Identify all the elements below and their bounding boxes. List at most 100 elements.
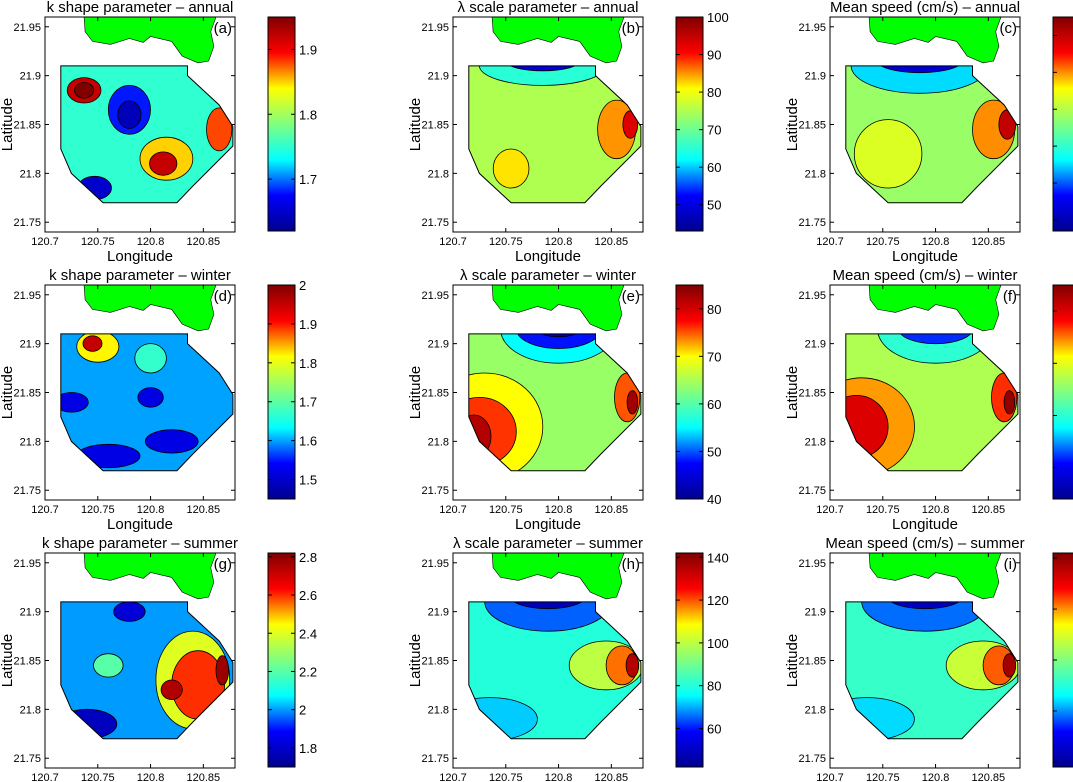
y-tick-label: 21.9 xyxy=(805,71,826,83)
panel-title: k shape parameter – annual xyxy=(47,0,234,16)
y-tick-label: 21.8 xyxy=(20,704,41,716)
x-tick-label: 120.8 xyxy=(545,236,573,248)
panel-5: Mean speed (cm/s) – winter (f) 120.7 120.75… xyxy=(784,267,1073,533)
colorbar-tick-label: 1.8 xyxy=(299,107,317,122)
colorbar-tick-label: 140 xyxy=(707,550,729,565)
contour-region xyxy=(1003,390,1016,415)
colorbar-tick-label: 70 xyxy=(707,349,721,364)
y-tick-label: 21.95 xyxy=(13,22,41,34)
x-tick-label: 120.7 xyxy=(31,504,59,516)
contour-region xyxy=(113,601,146,622)
colorbar-tick-label: 1.9 xyxy=(299,317,317,332)
y-tick-label: 21.85 xyxy=(798,388,826,400)
x-tick-label: 120.75 xyxy=(81,504,115,516)
contour-region xyxy=(1002,653,1017,678)
colorbar-tick-label: 1.6 xyxy=(299,434,317,449)
x-axis-label: Longitude xyxy=(515,516,581,533)
y-tick-label: 21.85 xyxy=(13,388,41,400)
contour-region xyxy=(622,110,639,139)
panel-label: (h) xyxy=(622,556,640,573)
contour-region xyxy=(206,107,233,152)
x-tick-label: 120.7 xyxy=(31,772,59,782)
y-tick-label: 21.95 xyxy=(421,558,449,570)
colorbar-tick-label: 1.7 xyxy=(299,172,317,187)
colorbar-tick-label: 90 xyxy=(707,48,721,63)
contour-region xyxy=(60,392,89,413)
y-tick-label: 21.95 xyxy=(421,290,449,302)
colorbar-tick-label: 100 xyxy=(707,636,729,651)
domain-outline xyxy=(60,65,234,204)
y-tick-label: 21.8 xyxy=(428,168,449,180)
domain-outline xyxy=(60,333,234,472)
x-tick-label: 120.85 xyxy=(972,236,1006,248)
y-axis-label: Latitude xyxy=(407,366,424,419)
x-tick-label: 120.85 xyxy=(595,236,629,248)
contour-region xyxy=(537,333,581,338)
colorbar-tick-label: 60 xyxy=(707,721,721,736)
x-tick-label: 120.8 xyxy=(545,772,573,782)
contour-region xyxy=(877,333,995,364)
colorbar-tick-label: 80 xyxy=(707,302,721,317)
x-tick-label: 120.75 xyxy=(81,772,115,782)
y-tick-label: 21.8 xyxy=(805,168,826,180)
domain-outline xyxy=(845,333,1019,472)
colorbar xyxy=(267,284,296,500)
y-tick-label: 21.75 xyxy=(421,217,449,229)
colorbar-tick-label: 2 xyxy=(299,703,306,718)
contour-region xyxy=(492,148,530,189)
y-tick-label: 21.85 xyxy=(798,656,826,668)
x-tick-label: 120.75 xyxy=(489,504,523,516)
y-axis-label: Latitude xyxy=(784,634,801,687)
panel-label: (d) xyxy=(214,288,232,305)
colorbar-tick-label: 80 xyxy=(707,679,721,694)
y-tick-label: 21.8 xyxy=(20,168,41,180)
y-tick-label: 21.9 xyxy=(805,607,826,619)
y-tick-label: 21.85 xyxy=(421,388,449,400)
y-tick-label: 21.9 xyxy=(805,339,826,351)
panel-7: λ scale parameter – summer (h) 120.7 120.75… xyxy=(407,535,729,782)
y-axis-label: Latitude xyxy=(0,366,16,419)
x-tick-label: 120.85 xyxy=(187,504,221,516)
y-tick-label: 21.85 xyxy=(421,656,449,668)
y-axis-label: Latitude xyxy=(784,366,801,419)
contour-region xyxy=(510,601,586,610)
y-tick-label: 21.75 xyxy=(798,753,826,765)
x-tick-label: 120.7 xyxy=(31,236,59,248)
colorbar-tick-label: 1.7 xyxy=(299,395,317,410)
x-tick-label: 120.75 xyxy=(489,236,523,248)
contour-field xyxy=(845,65,1018,203)
colorbar xyxy=(267,16,296,232)
x-tick-label: 120.7 xyxy=(439,504,467,516)
land-mass xyxy=(491,284,643,332)
domain-outline xyxy=(845,601,1019,740)
contour-region xyxy=(117,100,142,129)
y-tick-label: 21.8 xyxy=(20,436,41,448)
land-mass xyxy=(868,284,1020,332)
panel-label: (f) xyxy=(1003,288,1017,305)
x-tick-label: 120.85 xyxy=(972,772,1006,782)
colorbar-tick-label: 1.5 xyxy=(299,473,317,488)
colorbar xyxy=(1052,16,1073,232)
colorbar-tick-label: 2.8 xyxy=(299,550,317,565)
contour-region xyxy=(93,653,124,678)
x-tick-label: 120.75 xyxy=(866,504,900,516)
y-tick-label: 21.85 xyxy=(13,656,41,668)
x-tick-label: 120.7 xyxy=(816,772,844,782)
y-tick-label: 21.95 xyxy=(13,290,41,302)
contour-region xyxy=(898,333,973,345)
y-tick-label: 21.95 xyxy=(13,558,41,570)
x-tick-label: 120.8 xyxy=(137,504,165,516)
y-tick-label: 21.9 xyxy=(20,71,41,83)
y-tick-label: 21.9 xyxy=(20,339,41,351)
contour-region xyxy=(505,65,581,72)
contour-region xyxy=(160,679,183,701)
domain-outline xyxy=(60,601,234,740)
x-tick-label: 120.85 xyxy=(595,504,629,516)
y-tick-label: 21.85 xyxy=(798,120,826,132)
y-axis-label: Latitude xyxy=(407,98,424,151)
x-tick-label: 120.7 xyxy=(439,236,467,248)
colorbar-tick-label: 100 xyxy=(707,10,729,25)
x-tick-label: 120.75 xyxy=(489,772,523,782)
panel-title: k shape parameter – summer xyxy=(42,535,238,552)
